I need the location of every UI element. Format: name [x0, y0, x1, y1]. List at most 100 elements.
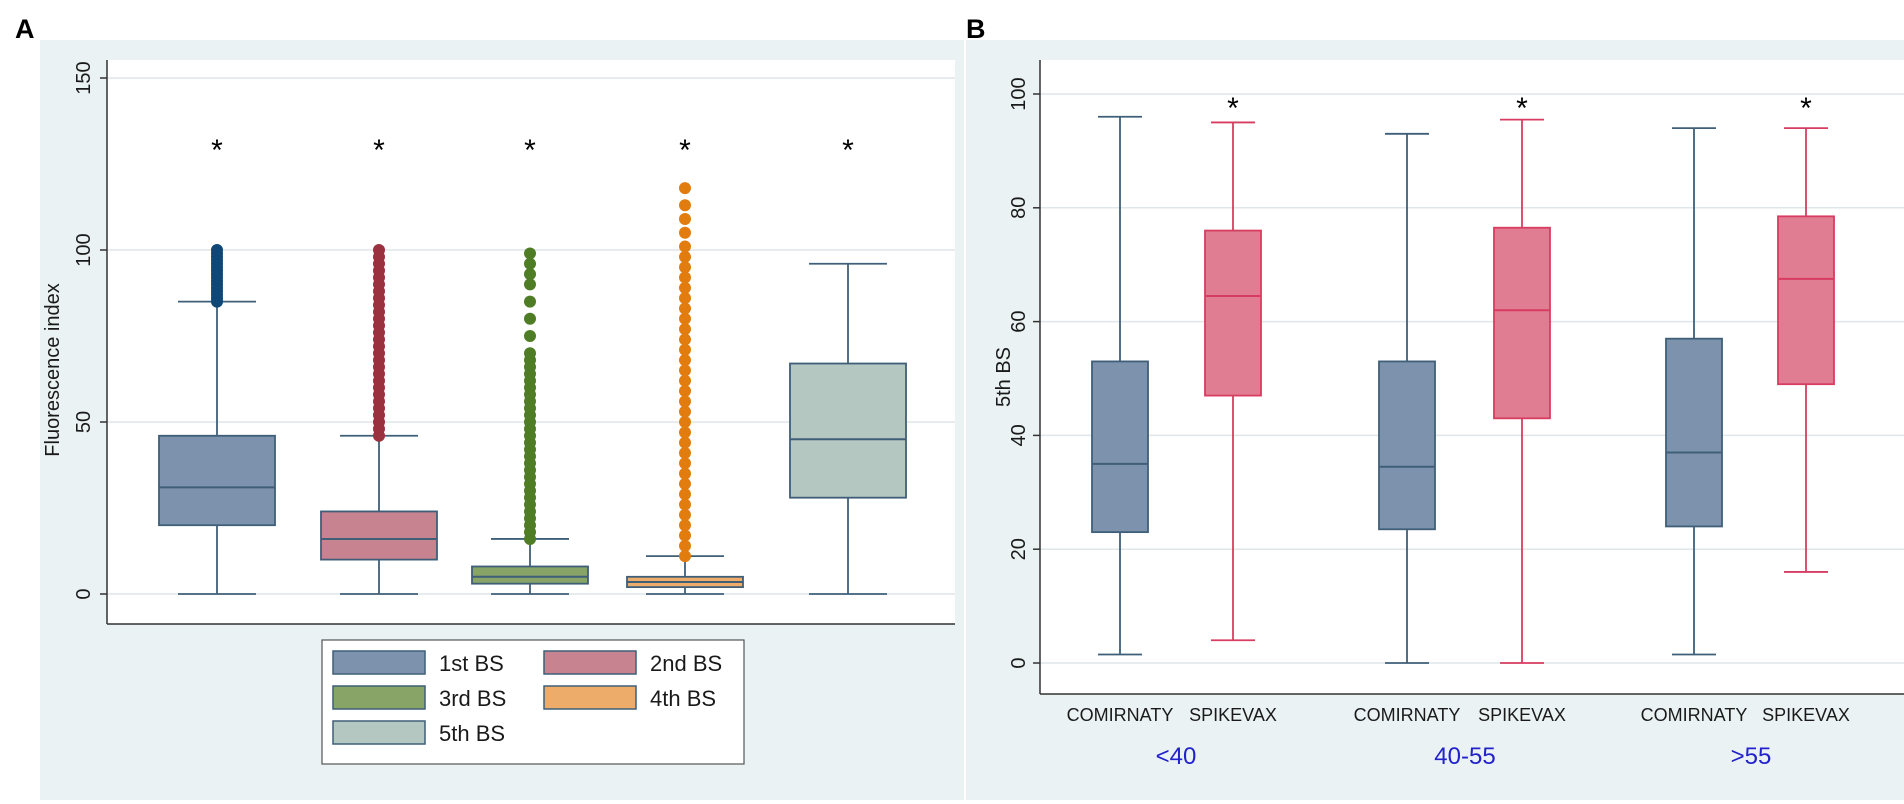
outlier-point: [679, 226, 691, 239]
outlier-point: [679, 281, 691, 294]
legend-swatch: [543, 650, 637, 675]
y-tick-label: 0: [1008, 657, 1030, 668]
y-tick-label: 150: [73, 61, 95, 94]
category-label: SPIKEVAX: [1189, 705, 1277, 725]
box-iqr: [789, 362, 907, 499]
group-label: 40-55: [1434, 743, 1495, 770]
outlier-point: [679, 550, 691, 563]
category-label: SPIKEVAX: [1478, 705, 1566, 725]
outlier-point: [524, 347, 536, 360]
box-iqr: [1777, 215, 1835, 386]
outlier-point: [373, 244, 385, 256]
y-tick-label: 0: [73, 588, 95, 599]
outlier-point: [679, 250, 691, 263]
outlier-point: [211, 244, 223, 256]
box-spikevax-40-55: *: [1493, 92, 1551, 664]
legend-swatch: [332, 650, 426, 675]
outlier-point: [679, 446, 691, 459]
panel-a-y-axis-title: Fluorescence index: [42, 283, 64, 456]
outlier-point: [679, 343, 691, 356]
outlier-point: [679, 240, 691, 253]
category-label: COMIRNATY: [1067, 705, 1174, 725]
box-2nd-bs: *: [320, 134, 438, 595]
box-comirnaty->55: [1665, 127, 1723, 656]
significance-star: *: [842, 134, 854, 167]
panel-b-y-axis-title: 5th BS: [993, 347, 1015, 407]
y-tick-label: 20: [1008, 538, 1030, 560]
box-iqr: [471, 565, 589, 585]
panel-b-letter: B: [966, 14, 986, 44]
outlier-point: [524, 268, 536, 281]
outlier-point: [679, 395, 691, 408]
box-5th-bs: *: [789, 134, 907, 595]
box-1st-bs: *: [158, 134, 276, 595]
outlier-point: [679, 292, 691, 305]
box-iqr: [320, 510, 438, 561]
outlier-point: [524, 295, 536, 308]
outlier-point: [679, 529, 691, 542]
significance-star: *: [679, 134, 691, 167]
outlier-point: [679, 364, 691, 377]
box-spikevax->55: *: [1777, 92, 1835, 573]
box-4th-bs: *: [626, 134, 744, 595]
outlier-point: [679, 312, 691, 325]
outlier-point: [679, 354, 691, 367]
box-iqr: [1665, 337, 1723, 528]
panel-a-letter: A: [15, 14, 35, 44]
outlier-point: [679, 457, 691, 470]
y-tick-label: 80: [1008, 197, 1030, 219]
outlier-point: [524, 278, 536, 291]
outlier-point: [524, 257, 536, 270]
y-tick-label: 50: [73, 411, 95, 433]
y-tick-label: 100: [73, 233, 95, 266]
y-tick-label: 40: [1008, 424, 1030, 446]
significance-star: *: [1800, 92, 1812, 125]
legend-label: 2nd BS: [650, 651, 722, 676]
outlier-point: [679, 519, 691, 532]
legend-swatch: [332, 685, 426, 710]
significance-star: *: [1227, 92, 1239, 125]
group-label: <40: [1156, 743, 1197, 770]
legend-label: 5th BS: [439, 721, 505, 746]
outlier-point: [679, 477, 691, 490]
significance-star: *: [373, 134, 385, 167]
outlier-point: [679, 488, 691, 501]
outlier-point: [679, 405, 691, 418]
box-iqr: [1204, 229, 1262, 397]
significance-star: *: [1516, 92, 1528, 125]
outlier-point: [524, 247, 536, 260]
box-iqr: [1091, 360, 1149, 534]
panel-b-x-labels: COMIRNATY SPIKEVAX COMIRNATY SPIKEVAX COMIRN…: [1067, 705, 1850, 770]
legend-label: 3rd BS: [439, 686, 506, 711]
group-label: >55: [1731, 743, 1772, 770]
legend-label: 1st BS: [439, 651, 504, 676]
box-3rd-bs: *: [471, 134, 589, 595]
outlier-point: [679, 385, 691, 398]
outlier-point: [679, 498, 691, 511]
category-label: COMIRNATY: [1641, 705, 1748, 725]
box-spikevax-<40: *: [1204, 92, 1262, 642]
panel-b-plot-area: [1040, 60, 1904, 694]
y-tick-label: 100: [1008, 77, 1030, 110]
outlier-point: [679, 302, 691, 315]
legend-swatch: [332, 720, 426, 745]
outlier-point: [679, 323, 691, 336]
outlier-point: [679, 271, 691, 284]
significance-star: *: [524, 134, 536, 167]
legend-swatch: [543, 685, 637, 710]
panel-a-y-axis: 0 50 100 150: [73, 60, 955, 625]
box-iqr: [158, 434, 276, 527]
outlier-point: [679, 436, 691, 449]
box-comirnaty-40-55: [1378, 132, 1436, 664]
panel-a-boxes: * * * * *: [158, 134, 907, 595]
box-comirnaty-<40: [1091, 115, 1149, 656]
box-iqr: [1378, 360, 1436, 531]
outlier-point: [679, 261, 691, 274]
panel-b-gridlines: [1040, 93, 1904, 664]
outlier-point: [679, 426, 691, 439]
y-tick-label: 60: [1008, 310, 1030, 332]
significance-star: *: [211, 134, 223, 167]
outlier-point: [679, 539, 691, 552]
outlier-point: [679, 416, 691, 428]
